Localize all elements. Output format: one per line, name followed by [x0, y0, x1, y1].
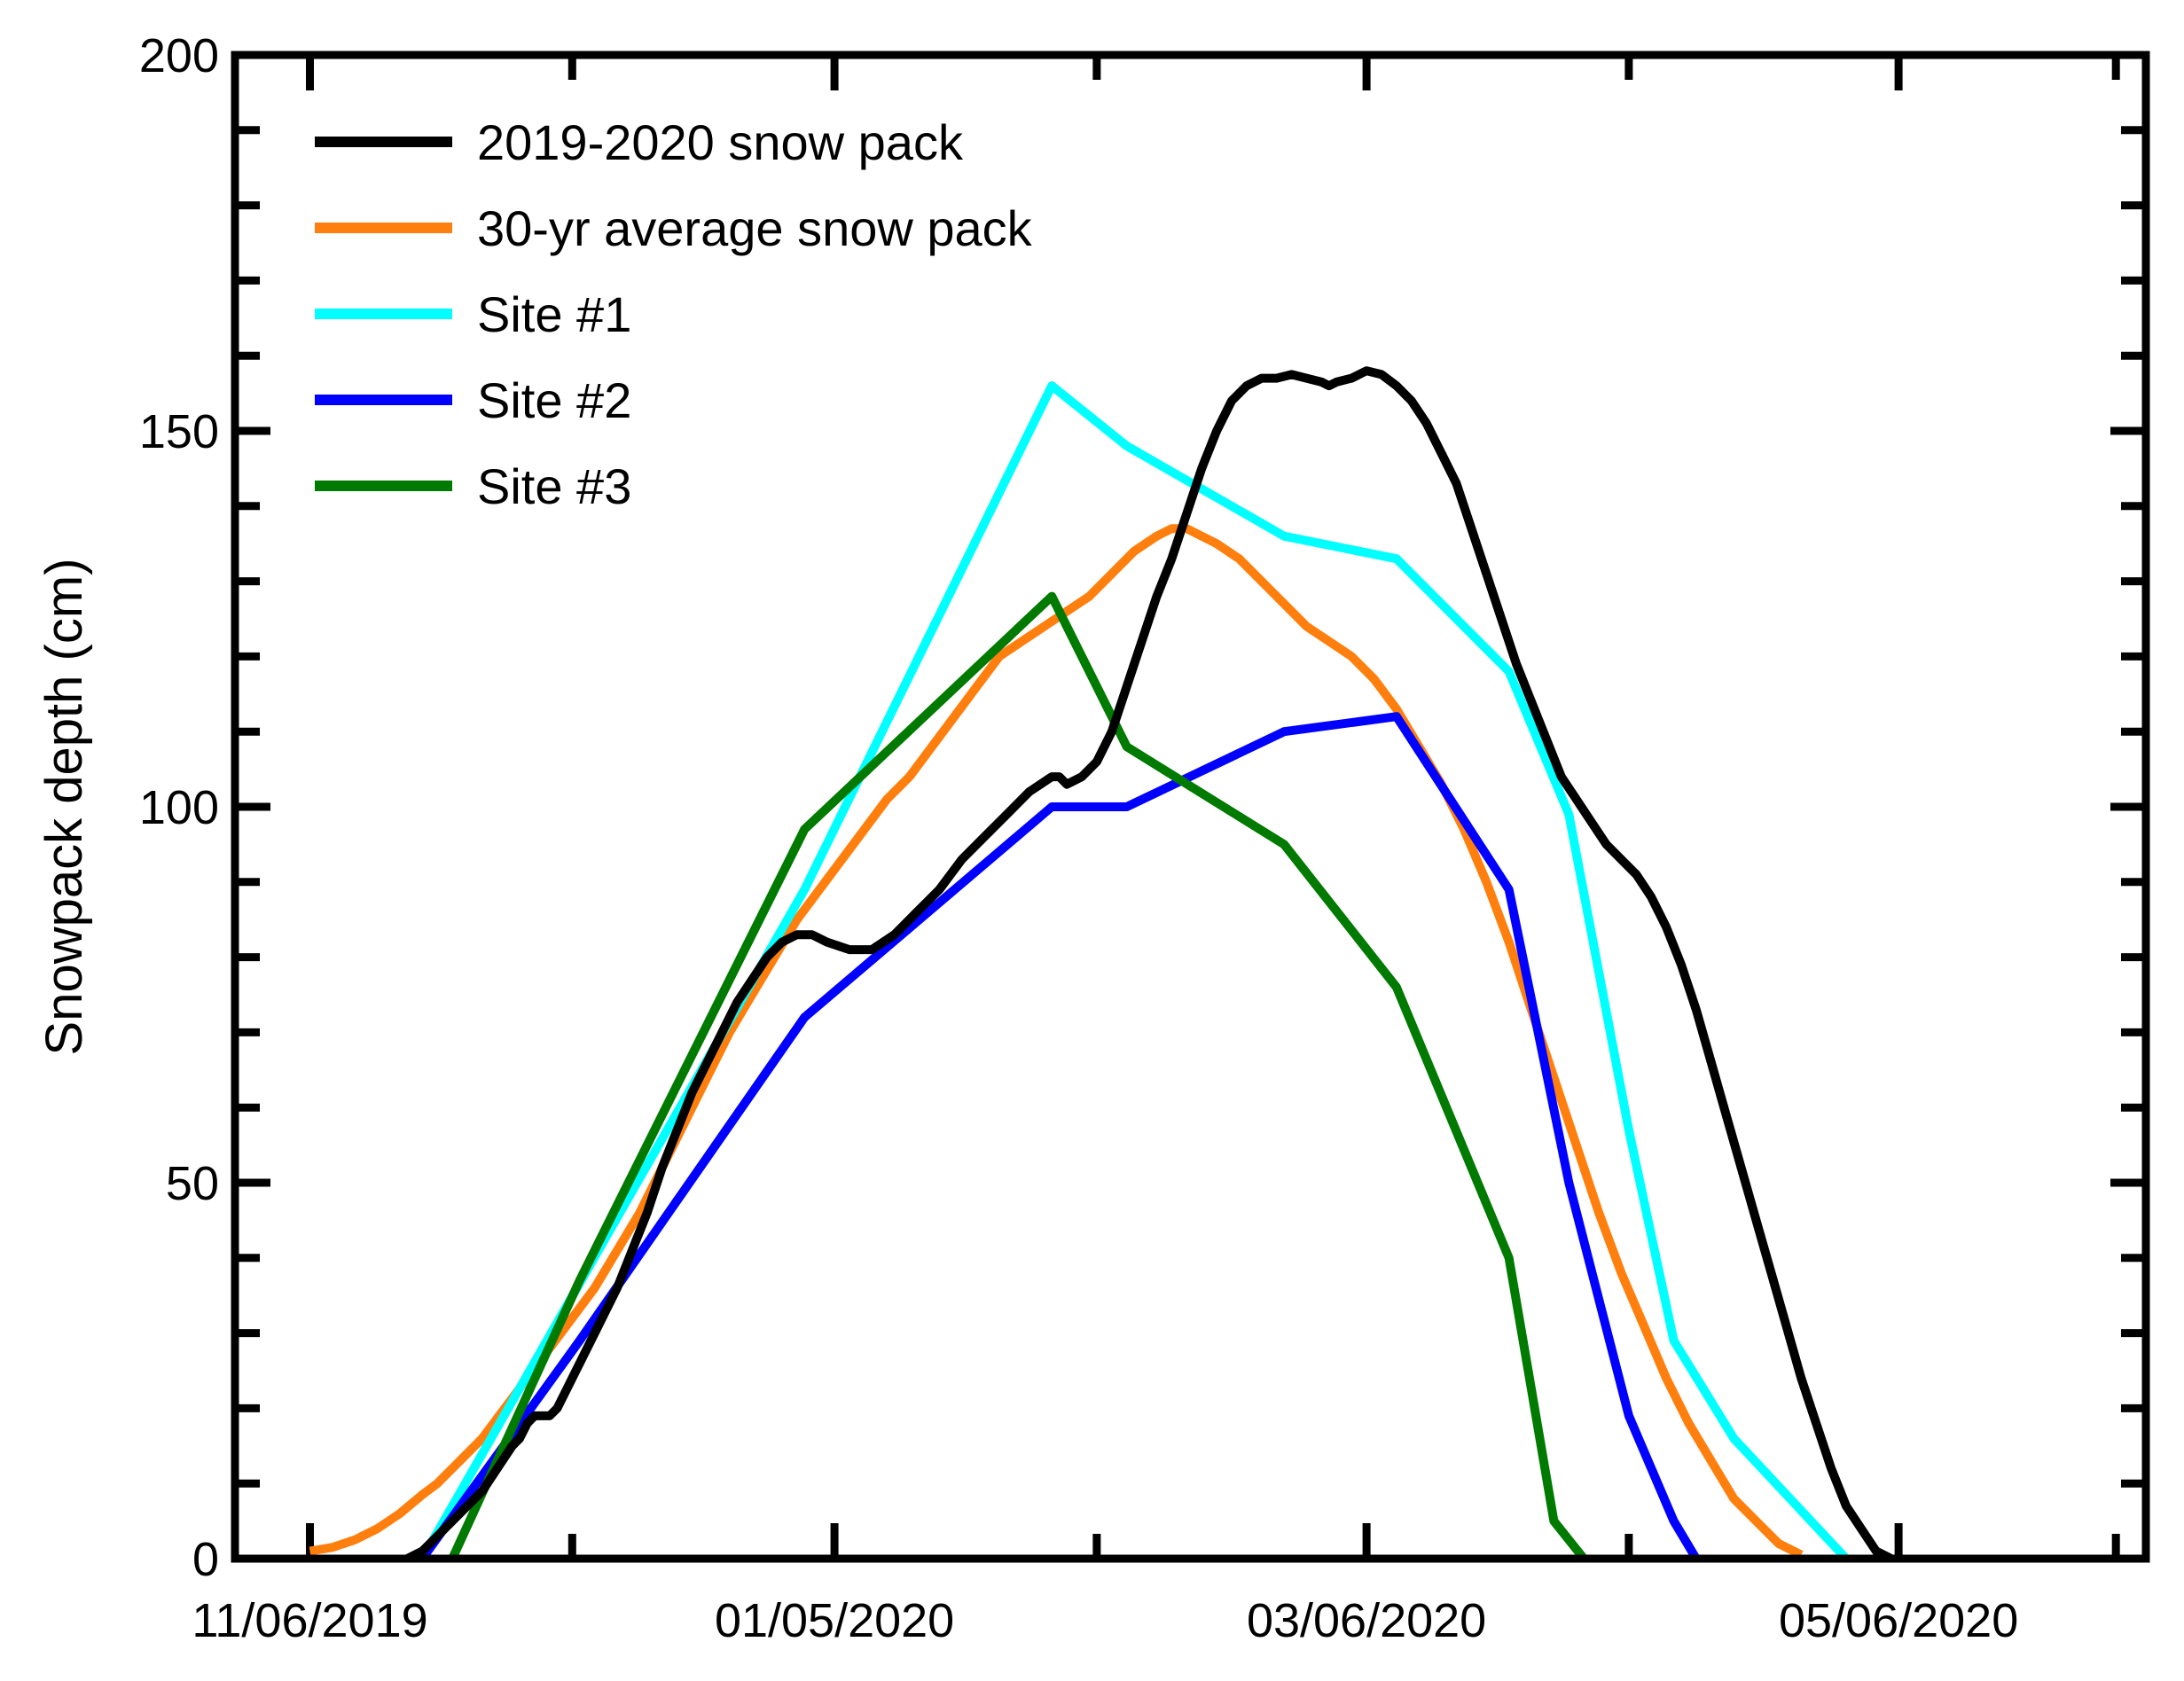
legend-label: Site #3 [477, 458, 631, 514]
x-tick-label: 03/06/2020 [1247, 1594, 1486, 1647]
legend-label: Site #1 [477, 286, 631, 342]
plot-frame [231, 51, 2150, 1563]
series-line-site-1 [418, 381, 1850, 1562]
series-line-site-2 [419, 712, 1701, 1561]
y-tick-label: 0 [192, 1533, 219, 1586]
y-tick-label: 200 [139, 29, 219, 82]
series-layer [309, 366, 1893, 1563]
x-tick-label: 05/06/2020 [1779, 1594, 2018, 1647]
tick-labels: 0 50 100 150 200 11/06/2019 01/05/2020 03/06/20… [139, 29, 2018, 1647]
y-tick-label: 150 [139, 405, 219, 458]
legend-label: 30-yr average snow pack [477, 200, 1033, 256]
y-tick-label: 50 [166, 1157, 219, 1210]
x-tick-label: 01/05/2020 [715, 1594, 954, 1647]
axis-ticks [235, 51, 2146, 1563]
series-line-2019-2020-snow-pack [405, 366, 1893, 1563]
legend-label: Site #2 [477, 372, 631, 428]
legend: 2019-2020 snow pack 30-yr average snow pa… [315, 114, 1033, 514]
series-line-site-3 [448, 591, 1588, 1562]
x-tick-label: 11/06/2019 [192, 1594, 427, 1647]
y-tick-label: 100 [139, 781, 219, 834]
y-axis-title: Snowpack depth (cm) [35, 559, 93, 1056]
legend-label: 2019-2020 snow pack [477, 114, 964, 170]
